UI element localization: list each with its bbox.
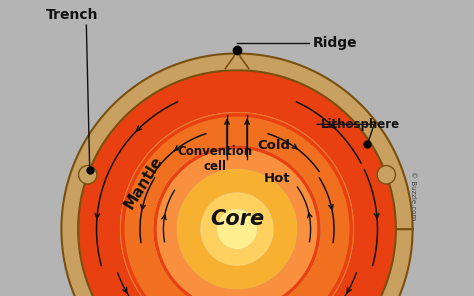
Text: © Buzzle.com: © Buzzle.com: [410, 171, 416, 220]
Polygon shape: [225, 47, 249, 69]
Text: Ridge: Ridge: [312, 36, 357, 51]
Text: Lithosphere: Lithosphere: [320, 118, 400, 131]
Polygon shape: [154, 146, 320, 296]
Text: Trench: Trench: [46, 8, 99, 22]
Text: Cold: Cold: [257, 139, 290, 152]
Circle shape: [79, 165, 97, 184]
Polygon shape: [78, 70, 396, 296]
Polygon shape: [62, 54, 412, 296]
Circle shape: [377, 165, 395, 184]
Circle shape: [217, 209, 257, 249]
Polygon shape: [121, 113, 353, 296]
Polygon shape: [200, 192, 274, 266]
Text: Mantle: Mantle: [121, 153, 165, 211]
Polygon shape: [120, 112, 354, 296]
Text: Core: Core: [210, 209, 264, 229]
Text: Hot: Hot: [264, 173, 291, 185]
Text: Convention
cell: Convention cell: [178, 145, 253, 173]
Polygon shape: [154, 146, 320, 296]
Polygon shape: [177, 169, 297, 289]
